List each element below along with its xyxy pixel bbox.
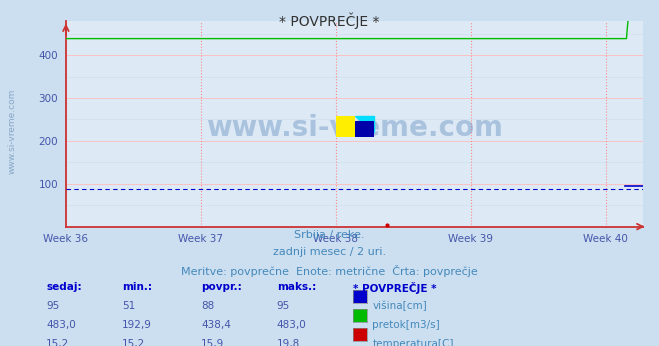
Text: Srbija / reke.: Srbija / reke. bbox=[295, 230, 364, 240]
Text: 438,4: 438,4 bbox=[201, 320, 231, 330]
Text: www.si-vreme.com: www.si-vreme.com bbox=[206, 114, 503, 142]
Text: višina[cm]: višina[cm] bbox=[372, 301, 427, 311]
Text: * POVPREČJE *: * POVPREČJE * bbox=[279, 12, 380, 29]
Text: sedaj:: sedaj: bbox=[46, 282, 82, 292]
Text: zadnji mesec / 2 uri.: zadnji mesec / 2 uri. bbox=[273, 247, 386, 257]
Text: 88: 88 bbox=[201, 301, 214, 311]
Text: 15,9: 15,9 bbox=[201, 339, 224, 346]
Bar bbox=[335, 116, 355, 137]
Text: 51: 51 bbox=[122, 301, 135, 311]
Bar bbox=[355, 121, 374, 137]
Text: temperatura[C]: temperatura[C] bbox=[372, 339, 454, 346]
Text: 483,0: 483,0 bbox=[46, 320, 76, 330]
Text: povpr.:: povpr.: bbox=[201, 282, 242, 292]
Text: 19,8: 19,8 bbox=[277, 339, 300, 346]
Text: 15,2: 15,2 bbox=[122, 339, 145, 346]
Text: min.:: min.: bbox=[122, 282, 152, 292]
Text: Meritve: povprečne  Enote: metrične  Črta: povprečje: Meritve: povprečne Enote: metrične Črta:… bbox=[181, 265, 478, 277]
Text: 95: 95 bbox=[46, 301, 59, 311]
Text: 192,9: 192,9 bbox=[122, 320, 152, 330]
Polygon shape bbox=[355, 116, 374, 132]
Text: 15,2: 15,2 bbox=[46, 339, 69, 346]
Text: 95: 95 bbox=[277, 301, 290, 311]
Text: 483,0: 483,0 bbox=[277, 320, 306, 330]
Text: pretok[m3/s]: pretok[m3/s] bbox=[372, 320, 440, 330]
Text: maks.:: maks.: bbox=[277, 282, 316, 292]
Text: * POVPREČJE *: * POVPREČJE * bbox=[353, 282, 436, 294]
Text: www.si-vreme.com: www.si-vreme.com bbox=[8, 89, 17, 174]
